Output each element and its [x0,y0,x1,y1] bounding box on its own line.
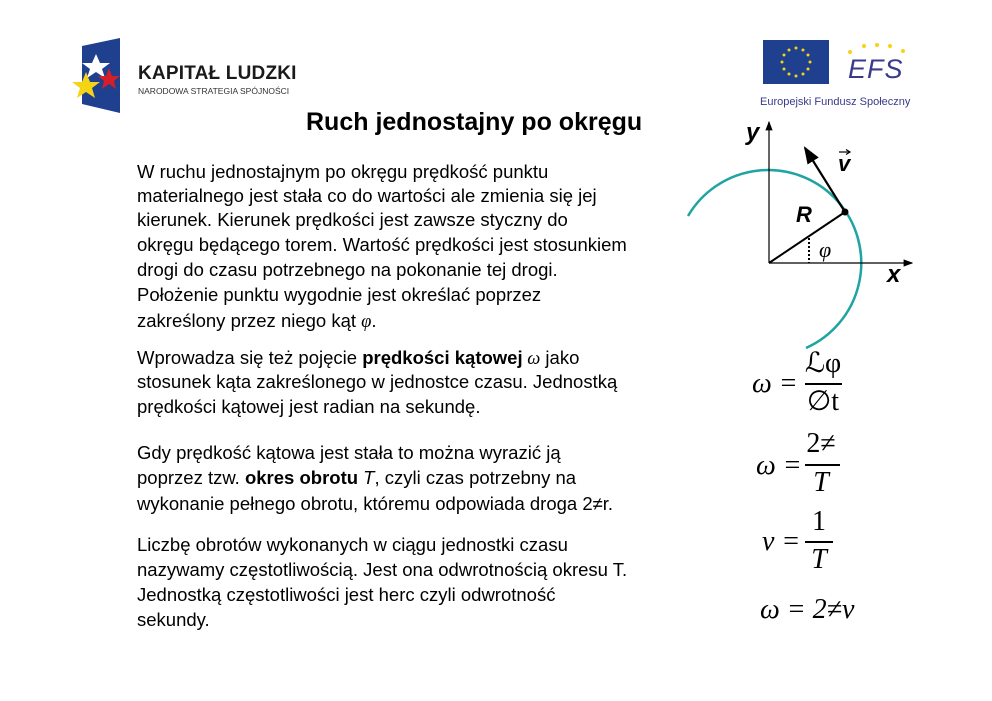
fraction-bar [805,464,840,466]
text-line: kierunek. Kierunek prędkości jest zawsze… [137,209,568,230]
text: , czyli czas potrzebny na [374,467,577,488]
text-line: sekundy. [137,609,210,630]
text-line: okręgu będącego torem. Wartość prędkości… [137,234,627,255]
eq-lhs: ω = [756,450,802,481]
x-axis-label: x [887,261,901,288]
text-line: Gdy prędkość kątowa jest stała to można … [137,442,561,463]
radius-line [768,211,846,264]
slide-title: Ruch jednostajny po okręgu [306,108,643,136]
kapital-ludzki-title: KAPITAŁ LUDZKI [138,63,297,84]
equation-omega-frequency: ω = 2≠ν [760,594,855,625]
bold-term: okres obrotu [244,467,359,488]
eq-denominator: T [813,467,829,498]
text-line: prędkości kątowej jest radian na sekundę… [137,396,481,417]
omega-symbol: ω [522,349,541,369]
text: poprzez tzw. [137,467,245,488]
eq-denominator: ∅t [806,386,840,417]
radius-label: R [796,202,812,227]
angle-label: φ [819,237,832,262]
text-line: materialnego jest stała co do wartości a… [137,185,597,206]
fraction-bar [805,541,833,543]
efs-mark: EFS [848,54,904,84]
text-line: wykonanie pełnego obrotu, któremu odpowi… [137,493,614,514]
eq-numerator: 1 [812,506,826,537]
t-symbol: T [358,467,375,488]
text-line: stosunek kąta zakreślonego w jednostce c… [137,371,618,392]
kapital-ludzki-emblem-icon [72,38,120,113]
eq-numerator: 2≠ [806,428,836,459]
velocity-label: v [838,151,851,176]
text-line: W ruchu jednostajnym po okręgu prędkość … [137,161,549,182]
text: jako [540,347,580,368]
phi-symbol: φ [361,312,372,332]
text-line: poprzez tzw. okres obrotu T, czyli czas … [137,467,576,489]
text-line: Położenie punktu wygodnie jest określać … [137,284,542,305]
efs-stars-icon [848,43,905,54]
bold-term: prędkości kątowej [362,347,523,368]
text-line: Wprowadza się też pojęcie prędkości kąto… [137,347,579,370]
eu-flag-icon [763,40,829,84]
kapital-ludzki-subtitle: NARODOWA STRATEGIA SPÓJNOŚCI [138,86,290,96]
text: . [371,310,377,331]
eq-lhs: ν = [762,526,801,557]
text-line: Liczbę obrotów wykonanych w ciągu jednos… [137,534,568,555]
text-line: nazywamy częstotliwością. Jest ona odwro… [137,559,628,580]
eq-numerator: ℒφ [804,348,842,379]
text-line: Jednostką częstotliwości jest herc czyli… [137,584,556,605]
velocity-vector [803,146,846,213]
eq-lhs: ω = [752,368,798,399]
fraction-bar [805,383,842,385]
text-line: drogi do czasu potrzebnego na pokonanie … [137,259,558,280]
text-line: zakreślony przez niego kąt φ. [137,310,377,333]
text: Wprowadza się też pojęcie [137,347,363,368]
eq-denominator: T [811,544,827,575]
text: zakreślony przez niego kąt [137,310,362,331]
vector-arrow-icon [839,148,852,156]
point-marker [841,208,849,216]
y-axis-label: y [746,119,760,146]
efs-caption: Europejski Fundusz Społeczny [760,96,911,108]
